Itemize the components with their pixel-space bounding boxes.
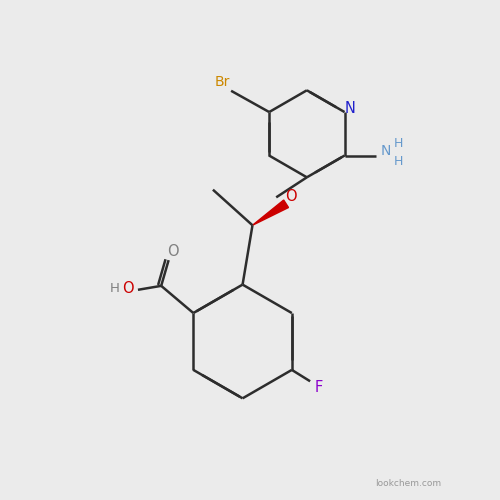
Text: H: H <box>110 282 120 295</box>
Text: O: O <box>167 244 178 258</box>
Text: lookchem.com: lookchem.com <box>375 479 442 488</box>
Text: H: H <box>394 136 404 149</box>
Text: F: F <box>314 380 322 395</box>
Text: O: O <box>285 189 297 204</box>
Text: N: N <box>345 100 356 116</box>
Text: N: N <box>381 144 392 158</box>
Text: Br: Br <box>215 76 230 90</box>
Polygon shape <box>252 200 288 226</box>
Text: O: O <box>122 281 134 296</box>
Text: H: H <box>394 155 404 168</box>
